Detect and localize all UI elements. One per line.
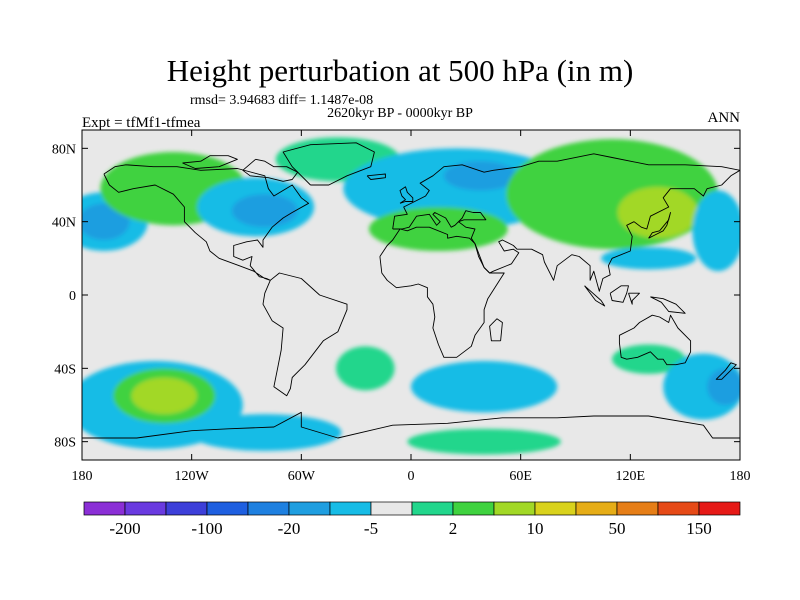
anomaly-region	[612, 344, 686, 374]
season-label: ANN	[707, 110, 741, 126]
anomaly-region	[707, 368, 740, 405]
colorbar-swatch	[411, 501, 454, 516]
anomaly-region	[411, 361, 558, 413]
coastline	[82, 411, 740, 439]
x-tick-label: 120W	[175, 469, 210, 484]
coastline	[628, 292, 640, 305]
stats-line: rmsd= 3.94683 diff= 1.1487e-08	[190, 93, 374, 108]
coastline	[282, 142, 375, 186]
anomaly-region	[188, 414, 342, 451]
coastline	[648, 212, 671, 239]
coastline	[103, 164, 348, 397]
anomaly-region	[601, 247, 697, 270]
x-tick-label: 180	[730, 469, 751, 484]
colorbar-swatch	[616, 501, 659, 516]
colorbar-swatch	[329, 501, 372, 516]
y-tick-label: 0	[69, 289, 76, 304]
x-tick-label: 60E	[509, 469, 532, 484]
coastline	[379, 226, 505, 358]
colorbar-swatch	[165, 501, 208, 516]
coastline	[392, 153, 740, 292]
anomaly-region	[231, 194, 298, 228]
colorbar: -200 -100 -20 -5 2 10 50 150	[83, 501, 741, 538]
colorbar-swatch	[698, 501, 741, 516]
colorbar-swatch	[247, 501, 290, 516]
coastline	[366, 173, 386, 180]
colorbar-swatch	[288, 501, 331, 516]
coastline	[650, 296, 686, 314]
anomaly-region	[506, 139, 719, 250]
coastline	[618, 314, 692, 366]
y-tick-label: 80S	[54, 436, 76, 451]
colorbar-swatch	[575, 501, 618, 516]
x-tick-label: 120E	[616, 469, 646, 484]
coastlines	[82, 142, 740, 439]
colorbar-swatch	[493, 501, 536, 516]
y-tick-label: 80N	[52, 142, 76, 157]
y-tick-label: 40N	[52, 216, 76, 231]
colorbar-swatch	[452, 501, 495, 516]
anomaly-region	[443, 161, 518, 191]
colorbar-swatch	[206, 501, 249, 516]
colorbar-swatch	[657, 501, 700, 516]
colorbar-swatch	[370, 501, 413, 516]
colorbar-label: -200	[109, 519, 140, 538]
colorbar-swatch	[534, 501, 577, 516]
anomaly-region	[407, 428, 561, 455]
anomaly-fields	[82, 137, 740, 455]
coastline	[242, 158, 299, 182]
coastline	[715, 362, 737, 380]
experiment-label: Expt = tfMf1-tfmea	[82, 115, 201, 131]
anomaly-region	[368, 207, 508, 251]
colorbar-label: 2	[449, 519, 458, 538]
x-tick-label: 60W	[288, 469, 316, 484]
coastline	[489, 318, 503, 342]
anomaly-region	[131, 377, 198, 415]
y-tick-label: 40S	[54, 362, 76, 377]
coastline	[584, 285, 606, 307]
coastline	[399, 186, 414, 204]
anomaly-region	[336, 346, 395, 391]
coastline	[182, 155, 238, 169]
colorbar-label: 50	[609, 519, 626, 538]
axes: 180 120W 60W 0 60E 120E 180 80N 40N 0 40S 80S	[52, 130, 751, 484]
colorbar-swatch	[124, 501, 167, 516]
colorbar-label: -100	[191, 519, 222, 538]
colorbar-label: -20	[278, 519, 301, 538]
coastline	[609, 285, 629, 303]
period-label: 2620kyr BP - 0000kyr BP	[327, 106, 473, 121]
anomaly-region	[692, 190, 740, 272]
x-tick-label: 0	[408, 469, 415, 484]
map-area	[82, 130, 740, 460]
colorbar-label: 10	[527, 519, 544, 538]
colorbar-label: -5	[364, 519, 378, 538]
colorbar-label: 150	[686, 519, 712, 538]
anomaly-region	[82, 203, 130, 240]
chart-title: Height perturbation at 500 hPa (in m)	[166, 53, 634, 88]
colorbar-swatch	[83, 501, 126, 516]
x-tick-label: 180	[72, 469, 93, 484]
